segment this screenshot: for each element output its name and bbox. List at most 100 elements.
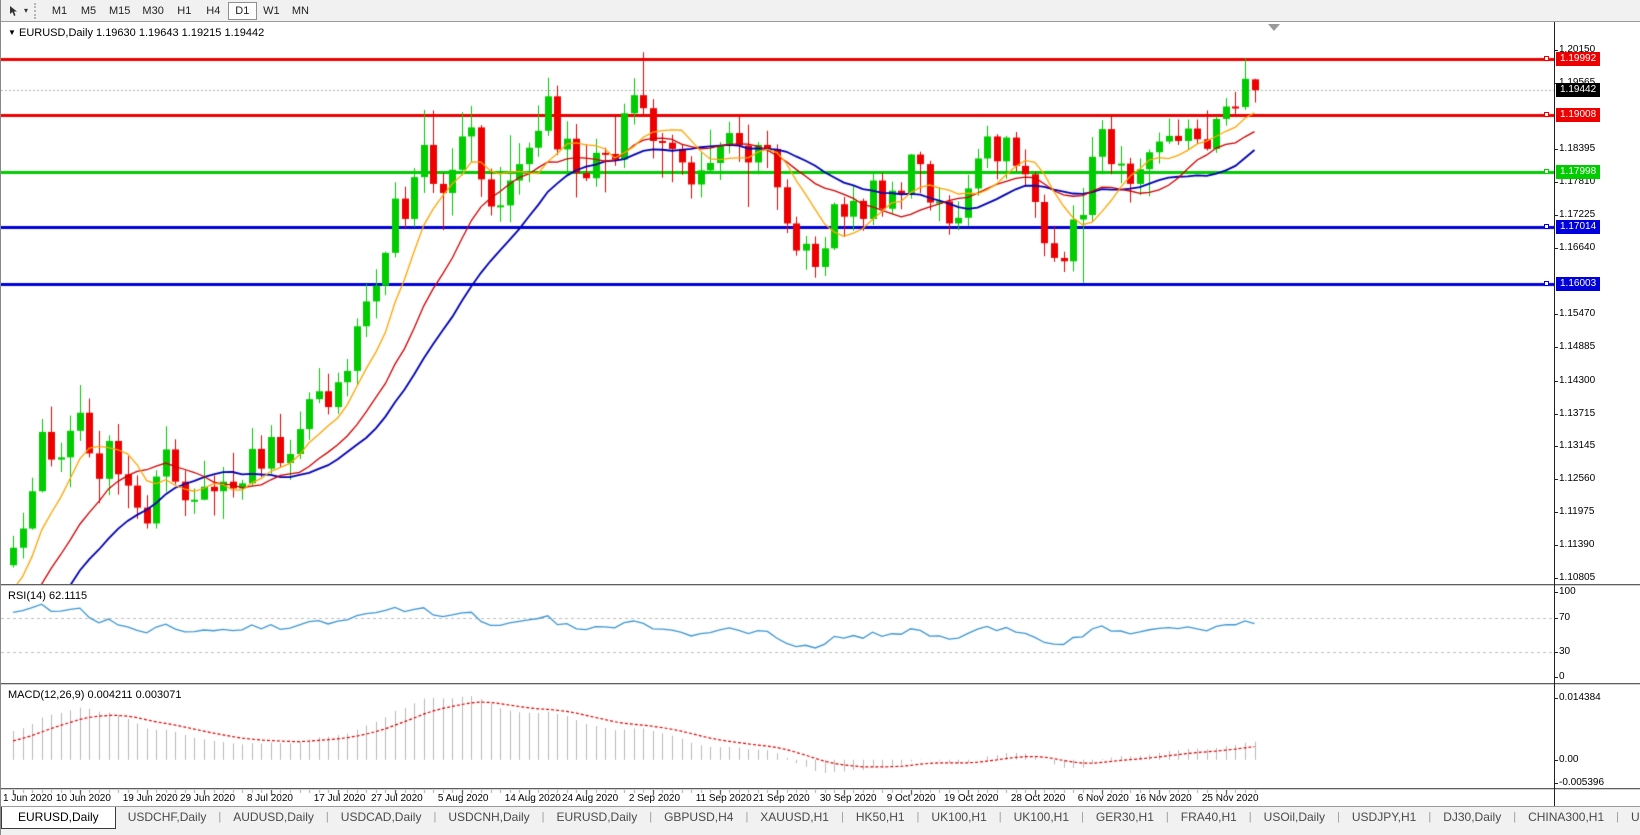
rsi-tick: 30 bbox=[1559, 645, 1571, 657]
date-tick-label: 24 Aug 2020 bbox=[562, 793, 619, 804]
timeframe-button-h1[interactable]: H1 bbox=[177, 4, 192, 17]
axis-tick bbox=[1554, 759, 1558, 761]
tab-separator: | bbox=[218, 811, 222, 823]
chart-tab-usdcnh-daily[interactable]: USDCNH,Daily bbox=[448, 810, 530, 824]
price-tick: 1.14885 bbox=[1559, 341, 1596, 353]
price-tick: 1.17810 bbox=[1559, 176, 1596, 188]
price-tick: 1.13145 bbox=[1559, 439, 1596, 451]
panel-separator bbox=[1, 788, 1640, 790]
timeframe-button-h4[interactable]: H4 bbox=[206, 4, 221, 17]
axis-tick bbox=[1554, 314, 1558, 316]
timeframe-button-m15[interactable]: M15 bbox=[109, 4, 131, 17]
chart-tab-usoil-daily[interactable]: USOil,Daily bbox=[1263, 810, 1325, 824]
chevron-down-icon[interactable]: ▾ bbox=[24, 6, 29, 15]
chart-tab-fra40-h1[interactable]: FRA40,H1 bbox=[1180, 810, 1237, 824]
price-tick: 1.11390 bbox=[1559, 538, 1595, 550]
axis-tick bbox=[1554, 478, 1558, 480]
macd-label: MACD(12,26,9) 0.004211 0.003071 bbox=[8, 689, 182, 701]
level-price-flag: 1.16003 bbox=[1556, 277, 1601, 292]
axis-tick bbox=[1554, 248, 1558, 250]
tab-separator: | bbox=[1081, 811, 1084, 823]
timeframe-button-m1[interactable]: M1 bbox=[51, 4, 68, 17]
axis-tick bbox=[1554, 413, 1558, 415]
timeframe-button-w1[interactable]: W1 bbox=[263, 4, 280, 17]
tab-separator: | bbox=[840, 811, 844, 823]
macd-indicator-canvas[interactable] bbox=[1, 686, 1554, 788]
collapse-triangle-icon[interactable]: ▼ bbox=[8, 28, 16, 37]
timeframe-button-mn[interactable]: MN bbox=[291, 4, 309, 17]
date-tick-label: 19 Oct 2020 bbox=[944, 793, 999, 804]
chart-tab-dj30-daily[interactable]: DJ30,Daily bbox=[1443, 810, 1502, 824]
rsi-tick: 70 bbox=[1559, 611, 1571, 623]
tab-separator: | bbox=[433, 811, 437, 823]
chart-shift-marker-icon[interactable] bbox=[1268, 24, 1280, 31]
date-tick-label: 14 Aug 2020 bbox=[504, 793, 561, 804]
date-axis-ticks bbox=[1, 790, 1554, 806]
chart-cursor-icon[interactable] bbox=[4, 2, 24, 20]
axis-tick bbox=[1554, 445, 1558, 447]
price-tick: 1.17225 bbox=[1559, 209, 1596, 221]
chart-tab-eurusd-daily[interactable]: EURUSD,Daily bbox=[556, 810, 638, 824]
axis-tick bbox=[1554, 544, 1558, 546]
date-tick-label: 25 Nov 2020 bbox=[1201, 793, 1259, 804]
price-tick: 1.15470 bbox=[1559, 308, 1596, 320]
date-tick-label: 2 Sep 2020 bbox=[628, 793, 681, 804]
level-line-handle[interactable] bbox=[1544, 111, 1549, 117]
rsi-indicator-canvas[interactable] bbox=[1, 587, 1554, 682]
axis-tick bbox=[1554, 677, 1558, 678]
timeframe-button-m5[interactable]: M5 bbox=[80, 4, 97, 17]
level-line-handle[interactable] bbox=[1544, 224, 1549, 230]
axis-tick bbox=[1554, 651, 1558, 653]
tab-separator: | bbox=[916, 811, 920, 823]
tab-separator: | bbox=[1165, 811, 1169, 823]
panel-separator[interactable] bbox=[1, 584, 1640, 586]
level-line-handle[interactable] bbox=[1544, 168, 1549, 174]
axis-tick bbox=[1554, 698, 1558, 699]
date-tick-label: 8 Jul 2020 bbox=[246, 793, 293, 804]
price-tick: 1.19565 bbox=[1559, 77, 1595, 88]
chart-tab-ger30-h1[interactable]: GER30,H1 bbox=[1095, 810, 1154, 824]
tab-separator: | bbox=[1248, 811, 1252, 823]
chart-tab-china300-h1[interactable]: CHINA300,H1 bbox=[1528, 810, 1605, 824]
price-tick: 1.11975 bbox=[1559, 505, 1595, 517]
axis-tick bbox=[1554, 577, 1558, 579]
price-chart-canvas[interactable] bbox=[1, 23, 1554, 584]
level-price-flag: 1.17998 bbox=[1556, 164, 1601, 179]
chart-tab-usoil-h1[interactable]: USOil,H1 bbox=[1630, 810, 1640, 824]
level-price-flag: 1.17014 bbox=[1556, 220, 1601, 235]
date-tick-label: 6 Nov 2020 bbox=[1077, 793, 1129, 804]
chart-tab-audusd-daily[interactable]: AUDUSD,Daily bbox=[233, 810, 314, 824]
date-tick-label: 17 Jul 2020 bbox=[313, 793, 366, 804]
chart-tab-uk100-h1[interactable]: UK100,H1 bbox=[931, 810, 987, 824]
tab-separator: | bbox=[649, 811, 653, 823]
date-tick-label: 1 Jun 2020 bbox=[3, 793, 53, 804]
macd-tick: 0.00 bbox=[1559, 753, 1579, 765]
chart-tab-xauusd-h1[interactable]: XAUUSD,H1 bbox=[760, 810, 829, 824]
level-line-handle[interactable] bbox=[1544, 281, 1549, 287]
chart-tab-usdcad-daily[interactable]: USDCAD,Daily bbox=[340, 810, 422, 824]
level-line-handle[interactable] bbox=[1544, 55, 1549, 61]
chart-tab-eurusd-daily[interactable]: EURUSD,Daily bbox=[1, 807, 116, 829]
date-tick-label: 5 Aug 2020 bbox=[437, 793, 489, 804]
price-tick: 1.16640 bbox=[1559, 242, 1596, 254]
rsi-tick: 0 bbox=[1559, 671, 1565, 682]
timeframe-button-m30[interactable]: M30 bbox=[142, 4, 164, 17]
chart-tab-hk50-h1[interactable]: HK50,H1 bbox=[855, 810, 905, 824]
current-price-flag: 1.19442 bbox=[1556, 83, 1601, 97]
timeframe-button-d1[interactable]: D1 bbox=[227, 1, 257, 20]
date-tick-label: 10 Jun 2020 bbox=[55, 793, 111, 804]
axis-tick bbox=[1554, 215, 1558, 217]
price-tick: 1.12560 bbox=[1559, 472, 1596, 484]
axis-tick bbox=[1554, 511, 1558, 513]
toolbar-grip bbox=[34, 2, 39, 19]
tab-separator: | bbox=[998, 811, 1002, 823]
date-tick-label: 28 Oct 2020 bbox=[1010, 793, 1066, 804]
date-tick-label: 29 Jun 2020 bbox=[180, 793, 236, 804]
chart-tab-usdjpy-h1[interactable]: USDJPY,H1 bbox=[1351, 810, 1417, 824]
tab-separator: | bbox=[745, 811, 749, 823]
axis-tick bbox=[1554, 149, 1558, 151]
chart-tab-gbpusd-h4[interactable]: GBPUSD,H4 bbox=[664, 810, 734, 824]
chart-tab-uk100-h1[interactable]: UK100,H1 bbox=[1013, 810, 1070, 824]
panel-separator[interactable] bbox=[1, 683, 1640, 685]
chart-tab-usdchf-daily[interactable]: USDCHF,Daily bbox=[127, 810, 207, 824]
